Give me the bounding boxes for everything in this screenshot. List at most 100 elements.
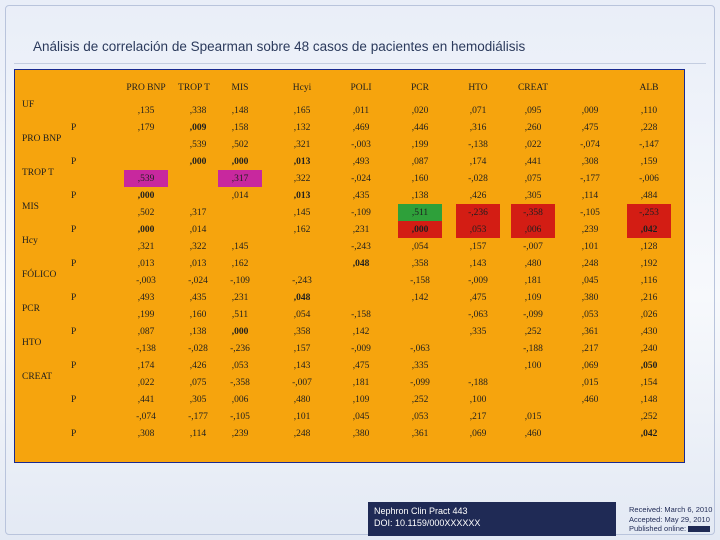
row-label: UF bbox=[22, 100, 35, 110]
table-cell: ,239 bbox=[581, 225, 599, 235]
table-cell: ,260 bbox=[524, 123, 542, 133]
table-cell: ,143 bbox=[293, 361, 311, 371]
table-cell: -,074 bbox=[580, 140, 600, 150]
table-cell: ,048 bbox=[293, 293, 311, 303]
table-cell: ,014 bbox=[231, 191, 249, 201]
p-value-label: P bbox=[71, 429, 77, 439]
table-cell: ,317 bbox=[189, 208, 207, 218]
table-cell: -,138 bbox=[468, 140, 488, 150]
table-cell: -,358 bbox=[523, 208, 543, 218]
table-cell: -,099 bbox=[523, 310, 543, 320]
table-cell: ,101 bbox=[293, 412, 311, 422]
table-cell: -,003 bbox=[136, 276, 156, 286]
table-cell: ,071 bbox=[469, 106, 487, 116]
table-cell: ,053 bbox=[411, 412, 429, 422]
table-cell: ,128 bbox=[640, 242, 658, 252]
table-cell: ,441 bbox=[137, 395, 155, 405]
table-cell: ,358 bbox=[293, 327, 311, 337]
table-cell: ,132 bbox=[293, 123, 311, 133]
table-cell: ,000 bbox=[189, 157, 207, 167]
table-cell: -,006 bbox=[639, 174, 659, 184]
row-label: TROP T bbox=[22, 168, 54, 178]
journal-doi: DOI: 10.1159/000XXXXXX bbox=[374, 518, 481, 528]
column-header: MIS bbox=[231, 83, 249, 93]
table-cell: -,009 bbox=[468, 276, 488, 286]
table-cell: ,143 bbox=[469, 259, 487, 269]
table-cell: ,335 bbox=[469, 327, 487, 337]
table-cell: ,042 bbox=[640, 225, 658, 235]
table-cell: ,321 bbox=[137, 242, 155, 252]
table-cell: ,135 bbox=[137, 106, 155, 116]
p-value-label: P bbox=[71, 123, 77, 133]
table-cell: ,100 bbox=[469, 395, 487, 405]
table-cell: -,109 bbox=[230, 276, 250, 286]
table-cell: -,007 bbox=[292, 378, 312, 388]
table-cell: -,074 bbox=[136, 412, 156, 422]
p-value-label: P bbox=[71, 327, 77, 337]
table-cell: ,480 bbox=[524, 259, 542, 269]
table-cell: -,158 bbox=[410, 276, 430, 286]
table-cell: ,305 bbox=[524, 191, 542, 201]
journal-banner bbox=[368, 502, 616, 536]
table-cell: ,020 bbox=[411, 106, 429, 116]
table-cell: ,322 bbox=[189, 242, 207, 252]
table-cell: ,316 bbox=[469, 123, 487, 133]
p-value-label: P bbox=[71, 157, 77, 167]
table-cell: ,162 bbox=[231, 259, 249, 269]
table-cell: ,380 bbox=[581, 293, 599, 303]
publication-stamp: Received: March 6, 2010 Accepted: May 29… bbox=[629, 505, 712, 534]
table-cell: ,231 bbox=[352, 225, 370, 235]
row-label: Hcy bbox=[22, 236, 38, 246]
table-cell: -,236 bbox=[468, 208, 488, 218]
table-cell: ,426 bbox=[189, 361, 207, 371]
table-cell: ,045 bbox=[352, 412, 370, 422]
table-cell: ,228 bbox=[640, 123, 658, 133]
table-cell: ,511 bbox=[231, 310, 249, 320]
column-header: POLI bbox=[350, 83, 372, 93]
table-cell: ,361 bbox=[411, 429, 429, 439]
table-cell: -,236 bbox=[230, 344, 250, 354]
table-cell: ,142 bbox=[352, 327, 370, 337]
table-cell: ,160 bbox=[189, 310, 207, 320]
table-cell: ,469 bbox=[352, 123, 370, 133]
table-cell: ,181 bbox=[352, 378, 370, 388]
table-cell: -,358 bbox=[230, 378, 250, 388]
table-cell: -,253 bbox=[639, 208, 659, 218]
row-label: CREAT bbox=[22, 372, 53, 382]
table-cell: ,114 bbox=[581, 191, 599, 201]
table-cell: ,101 bbox=[581, 242, 599, 252]
table-cell: ,217 bbox=[469, 412, 487, 422]
journal-citation: Nephron Clin Pract 443 DOI: 10.1159/000X… bbox=[374, 505, 480, 529]
significance-highlight bbox=[398, 204, 442, 221]
table-cell: ,162 bbox=[293, 225, 311, 235]
p-value-label: P bbox=[71, 225, 77, 235]
table-cell: ,154 bbox=[640, 378, 658, 388]
table-cell: -,177 bbox=[188, 412, 208, 422]
table-cell: ,308 bbox=[137, 429, 155, 439]
table-cell: ,216 bbox=[640, 293, 658, 303]
significance-highlight bbox=[511, 204, 555, 221]
table-cell: ,157 bbox=[293, 344, 311, 354]
significance-highlight bbox=[398, 221, 442, 238]
accepted-date: Accepted: May 29, 2010 bbox=[629, 514, 710, 524]
p-value-label: P bbox=[71, 395, 77, 405]
title-divider bbox=[14, 63, 706, 64]
row-label: PCR bbox=[22, 304, 40, 314]
table-cell: ,053 bbox=[469, 225, 487, 235]
table-cell: ,006 bbox=[524, 225, 542, 235]
significance-highlight bbox=[511, 221, 555, 238]
table-cell: ,157 bbox=[469, 242, 487, 252]
table-cell: ,217 bbox=[581, 344, 599, 354]
p-value-label: P bbox=[71, 259, 77, 269]
significance-highlight bbox=[218, 170, 262, 187]
table-cell: -,024 bbox=[351, 174, 371, 184]
table-cell: ,322 bbox=[293, 174, 311, 184]
table-cell: ,006 bbox=[231, 395, 249, 405]
table-cell: ,045 bbox=[581, 276, 599, 286]
table-cell: ,054 bbox=[411, 242, 429, 252]
table-cell: ,239 bbox=[231, 429, 249, 439]
table-cell: ,430 bbox=[640, 327, 658, 337]
table-cell: ,100 bbox=[524, 361, 542, 371]
table-cell: ,053 bbox=[231, 361, 249, 371]
table-cell: ,305 bbox=[189, 395, 207, 405]
